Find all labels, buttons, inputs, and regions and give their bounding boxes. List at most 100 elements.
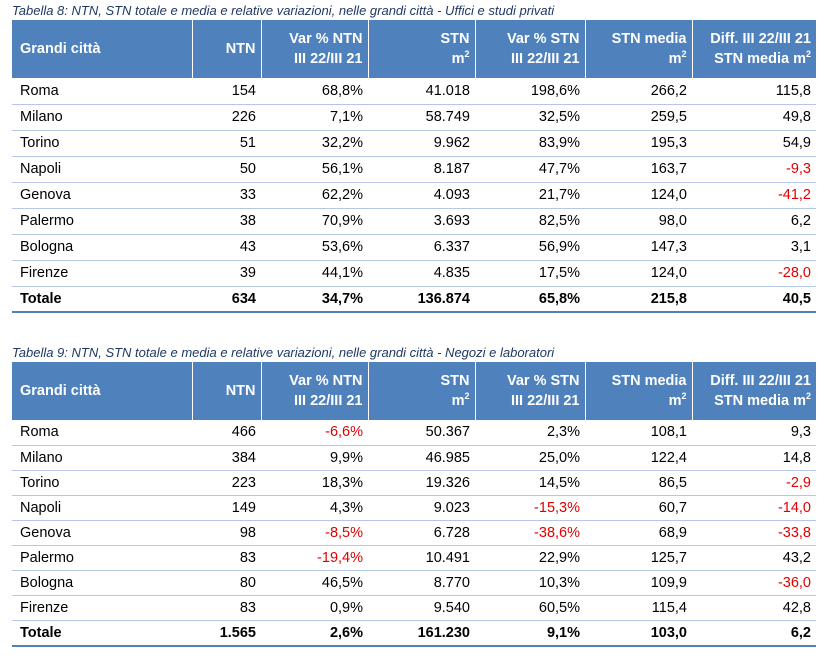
cell-diff: -36,0 — [692, 570, 816, 596]
cell-diff: 6,2 — [692, 619, 816, 647]
cell-stn-media: 86,5 — [585, 470, 692, 496]
table8-body: Roma 154 68,8% 41.018 198,6% 266,2 115,8 Milano… — [12, 78, 816, 313]
cell-city: Milano — [12, 104, 192, 131]
cell-ntn: 226 — [192, 104, 261, 131]
cell-diff: -9,3 — [692, 156, 816, 183]
cell-diff: 42,8 — [692, 595, 816, 621]
cell-ntn: 38 — [192, 208, 261, 235]
table-row: Firenze 39 44,1% 4.835 17,5% 124,0 -28,0 — [12, 260, 816, 287]
cell-stn-media: 60,7 — [585, 495, 692, 521]
cell-var-ntn: 70,9% — [261, 208, 368, 235]
cell-ntn: 80 — [192, 570, 261, 596]
cell-var-ntn: 9,9% — [261, 445, 368, 471]
table9: Grandi città NTN Var % NTN III 22/III 21 … — [12, 362, 816, 647]
table8: Grandi città NTN Var % NTN III 22/III 21 … — [12, 20, 816, 313]
cell-stn: 9.540 — [368, 595, 475, 621]
cell-var-ntn: 56,1% — [261, 156, 368, 183]
table-row: Roma 466 -6,6% 50.367 2,3% 108,1 9,3 — [12, 420, 816, 446]
cell-stn: 10.491 — [368, 545, 475, 571]
cell-var-stn: 14,5% — [475, 470, 585, 496]
cell-stn-media: 163,7 — [585, 156, 692, 183]
table-row: Milano 384 9,9% 46.985 25,0% 122,4 14,8 — [12, 445, 816, 471]
table8-header-var-ntn: Var % NTN III 22/III 21 — [260, 20, 368, 78]
table9-header-ntn: NTN — [191, 362, 261, 420]
cell-city: Torino — [12, 470, 192, 496]
cell-var-stn: 60,5% — [475, 595, 585, 621]
cell-stn-media: 108,1 — [585, 420, 692, 446]
cell-city: Genova — [12, 520, 192, 546]
cell-diff: -28,0 — [692, 260, 816, 287]
cell-city: Totale — [12, 285, 192, 313]
cell-city: Palermo — [12, 208, 192, 235]
cell-stn-media: 98,0 — [585, 208, 692, 235]
cell-stn: 8.187 — [368, 156, 475, 183]
cell-stn: 9.962 — [368, 130, 475, 157]
cell-diff: 14,8 — [692, 445, 816, 471]
cell-ntn: 634 — [192, 285, 261, 313]
table-row: Genova 98 -8,5% 6.728 -38,6% 68,9 -33,8 — [12, 520, 816, 546]
cell-var-stn: 22,9% — [475, 545, 585, 571]
cell-stn-media: 125,7 — [585, 545, 692, 571]
table-row: Palermo 38 70,9% 3.693 82,5% 98,0 6,2 — [12, 208, 816, 235]
table-row: Torino 223 18,3% 19.326 14,5% 86,5 -2,9 — [12, 470, 816, 496]
cell-diff: 49,8 — [692, 104, 816, 131]
total-row: Totale 634 34,7% 136.874 65,8% 215,8 40,5 — [12, 285, 816, 313]
cell-var-ntn: 4,3% — [261, 495, 368, 521]
cell-ntn: 384 — [192, 445, 261, 471]
cell-var-stn: 83,9% — [475, 130, 585, 157]
table-row: Torino 51 32,2% 9.962 83,9% 195,3 54,9 — [12, 130, 816, 157]
cell-stn-media: 124,0 — [585, 182, 692, 209]
cell-stn-media: 115,4 — [585, 595, 692, 621]
cell-stn: 19.326 — [368, 470, 475, 496]
cell-city: Napoli — [12, 495, 192, 521]
cell-var-ntn: -6,6% — [261, 420, 368, 446]
cell-var-stn: 10,3% — [475, 570, 585, 596]
cell-stn-media: 122,4 — [585, 445, 692, 471]
cell-diff: 115,8 — [692, 78, 816, 105]
cell-var-stn: 17,5% — [475, 260, 585, 287]
cell-var-stn: 198,6% — [475, 78, 585, 105]
cell-ntn: 149 — [192, 495, 261, 521]
table8-header-stn: STN m2 — [367, 20, 475, 78]
cell-stn-media: 215,8 — [585, 285, 692, 313]
cell-var-stn: -38,6% — [475, 520, 585, 546]
cell-stn-media: 266,2 — [585, 78, 692, 105]
cell-city: Genova — [12, 182, 192, 209]
cell-var-ntn: 18,3% — [261, 470, 368, 496]
table9-header-city: Grandi città — [12, 362, 192, 420]
cell-ntn: 50 — [192, 156, 261, 183]
cell-stn: 8.770 — [368, 570, 475, 596]
cell-stn-media: 68,9 — [585, 520, 692, 546]
cell-stn: 3.693 — [368, 208, 475, 235]
cell-var-ntn: 68,8% — [261, 78, 368, 105]
cell-ntn: 39 — [192, 260, 261, 287]
table8-block: Tabella 8: NTN, STN totale e media e rel… — [12, 2, 816, 313]
cell-var-stn: 47,7% — [475, 156, 585, 183]
total-row: Totale 1.565 2,6% 161.230 9,1% 103,0 6,2 — [12, 619, 816, 647]
table9-header-stn-media: STN media m2 — [584, 362, 692, 420]
table9-header-stn: STN m2 — [367, 362, 475, 420]
table9-header-diff: Diff. III 22/III 21 STN media m2 — [691, 362, 816, 420]
cell-var-ntn: 62,2% — [261, 182, 368, 209]
cell-ntn: 83 — [192, 545, 261, 571]
cell-city: Firenze — [12, 595, 192, 621]
cell-var-ntn: -19,4% — [261, 545, 368, 571]
table-row: Napoli 149 4,3% 9.023 -15,3% 60,7 -14,0 — [12, 495, 816, 521]
cell-stn-media: 147,3 — [585, 234, 692, 261]
cell-stn: 9.023 — [368, 495, 475, 521]
cell-ntn: 83 — [192, 595, 261, 621]
table-row: Milano 226 7,1% 58.749 32,5% 259,5 49,8 — [12, 104, 816, 131]
table8-caption: Tabella 8: NTN, STN totale e media e rel… — [12, 3, 555, 18]
cell-var-ntn: 34,7% — [261, 285, 368, 313]
cell-ntn: 1.565 — [192, 619, 261, 647]
cell-stn: 46.985 — [368, 445, 475, 471]
cell-var-stn: 65,8% — [475, 285, 585, 313]
cell-diff: 54,9 — [692, 130, 816, 157]
cell-var-stn: 25,0% — [475, 445, 585, 471]
cell-city: Milano — [12, 445, 192, 471]
cell-var-ntn: 44,1% — [261, 260, 368, 287]
table8-header-ntn: NTN — [191, 20, 261, 78]
cell-var-ntn: 2,6% — [261, 619, 368, 647]
cell-diff: 9,3 — [692, 420, 816, 446]
table-row: Napoli 50 56,1% 8.187 47,7% 163,7 -9,3 — [12, 156, 816, 183]
